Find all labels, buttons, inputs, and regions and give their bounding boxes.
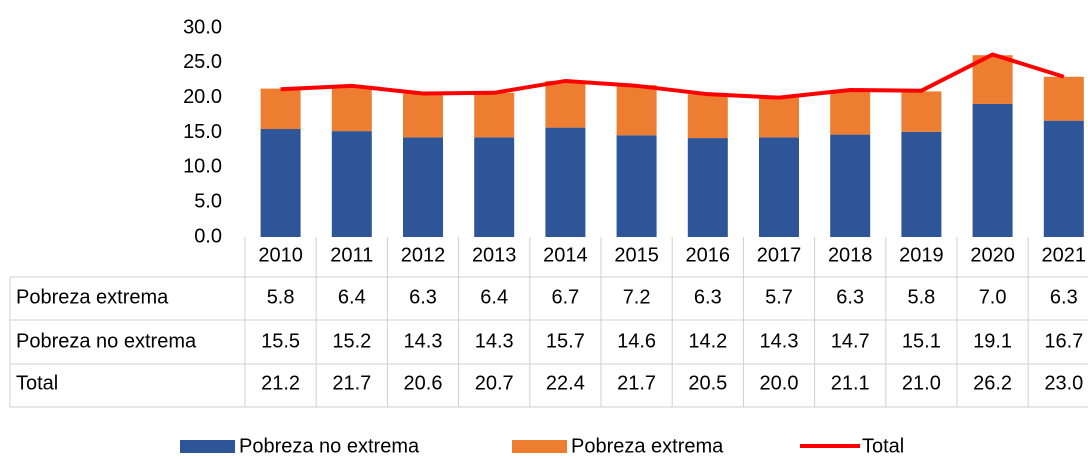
table-cell: 20.0 <box>760 372 799 394</box>
table-cell: 20.7 <box>475 372 514 394</box>
bar <box>687 94 728 139</box>
table-cell: 21.7 <box>332 372 371 394</box>
x-tick-label: 2011 <box>330 244 373 266</box>
x-tick-label: 2014 <box>543 244 588 266</box>
bar <box>687 138 728 237</box>
legend-label: Total <box>862 435 904 457</box>
legend-label: Pobreza no extrema <box>239 435 420 457</box>
table-cell: 7.0 <box>979 286 1007 308</box>
y-tick-label: 0.0 <box>194 225 222 247</box>
table-cell: 21.0 <box>902 372 941 394</box>
y-tick-label: 20.0 <box>183 86 222 108</box>
x-tick-label: 2018 <box>828 244 873 266</box>
y-tick-label: 15.0 <box>183 121 222 143</box>
bar <box>545 80 586 128</box>
table-cell: 21.2 <box>261 372 300 394</box>
x-tick-label: 2016 <box>686 244 731 266</box>
legend-swatch <box>512 440 567 453</box>
bar <box>901 91 942 132</box>
table-cell: 14.2 <box>688 330 727 352</box>
table-row-label: Total <box>16 372 58 394</box>
table-row-label: Pobreza no extrema <box>16 330 197 352</box>
bar <box>759 97 799 138</box>
table-cell: 14.3 <box>404 330 443 352</box>
legend-label: Pobreza extrema <box>571 435 724 457</box>
y-tick-label: 10.0 <box>183 156 222 178</box>
bar <box>759 137 799 237</box>
table-cell: 21.1 <box>831 372 870 394</box>
table-cell: 23.0 <box>1044 372 1083 394</box>
table-cell: 6.4 <box>338 286 366 308</box>
bar <box>1043 120 1084 237</box>
x-tick-label: 2012 <box>401 244 446 266</box>
table-cell: 6.3 <box>409 286 437 308</box>
bar <box>403 137 443 237</box>
x-tick-label: 2015 <box>614 244 659 266</box>
table-cell: 6.3 <box>1050 286 1078 308</box>
table-cell: 14.6 <box>617 330 656 352</box>
x-tick-label: 2017 <box>757 244 802 266</box>
y-tick-label: 5.0 <box>194 190 222 212</box>
bar <box>474 137 515 237</box>
table-cell: 15.2 <box>332 330 371 352</box>
x-tick-label: 2020 <box>970 244 1015 266</box>
y-tick-label: 30.0 <box>183 16 222 38</box>
table-cell: 19.1 <box>973 330 1012 352</box>
table-cell: 22.4 <box>546 372 585 394</box>
table-cell: 15.1 <box>902 330 941 352</box>
table-cell: 6.4 <box>480 286 508 308</box>
table-cell: 16.7 <box>1044 330 1083 352</box>
x-tick-label: 2010 <box>258 244 303 266</box>
table-cell: 21.7 <box>617 372 656 394</box>
x-tick-label: 2021 <box>1042 244 1087 266</box>
x-tick-label: 2013 <box>472 244 517 266</box>
bar <box>474 92 515 138</box>
table-cell: 6.3 <box>836 286 864 308</box>
bar <box>1043 76 1084 121</box>
bar <box>331 86 372 132</box>
table-cell: 20.5 <box>688 372 727 394</box>
bar <box>260 88 301 130</box>
bar <box>260 129 301 237</box>
table-cell: 14.3 <box>475 330 514 352</box>
x-tick-label: 2019 <box>899 244 944 266</box>
table-cell: 6.3 <box>694 286 722 308</box>
table-cell: 20.6 <box>404 372 443 394</box>
table-cell: 5.7 <box>765 286 793 308</box>
table-cell: 5.8 <box>907 286 935 308</box>
table-cell: 26.2 <box>973 372 1012 394</box>
table-cell: 14.7 <box>831 330 870 352</box>
table-cell: 7.2 <box>623 286 651 308</box>
bar <box>616 85 657 136</box>
bar <box>545 127 586 237</box>
legend-swatch <box>180 440 235 453</box>
bar <box>830 134 871 237</box>
total-line <box>280 52 1065 100</box>
bar <box>972 103 1013 237</box>
bar <box>901 131 942 237</box>
table-cell: 15.5 <box>261 330 300 352</box>
table-cell: 6.7 <box>551 286 579 308</box>
bar <box>403 93 443 138</box>
bar <box>616 135 657 237</box>
y-tick-label: 25.0 <box>183 51 222 73</box>
table-cell: 14.3 <box>760 330 799 352</box>
bar <box>830 90 871 135</box>
table-cell: 15.7 <box>546 330 585 352</box>
table-row-label: Pobreza extrema <box>16 286 169 308</box>
bar <box>331 131 372 237</box>
table-cell: 5.8 <box>267 286 295 308</box>
